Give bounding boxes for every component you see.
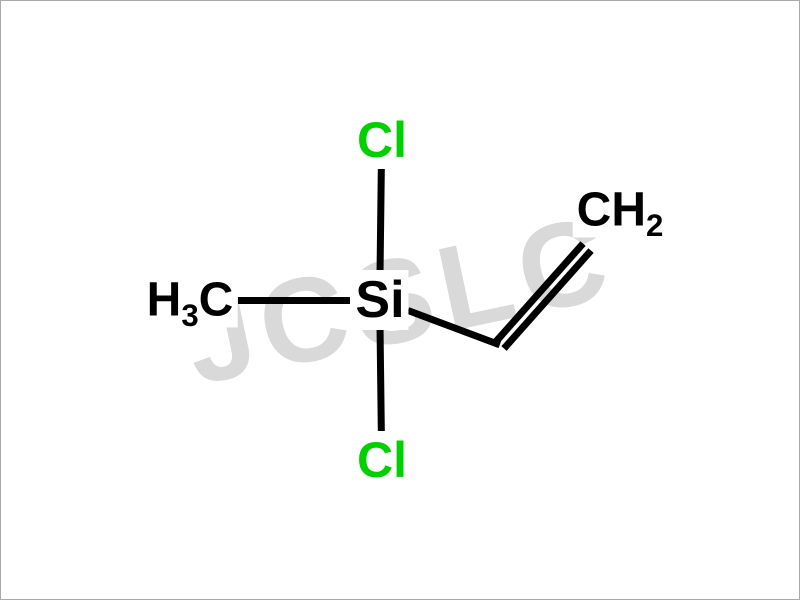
atom-ch3: H3C: [143, 273, 238, 328]
atom-si: Si: [351, 270, 408, 330]
atom-ch2: CH2: [573, 183, 668, 238]
atom-cl_bottom: Cl: [353, 431, 411, 489]
atom-cl_top: Cl: [353, 111, 411, 169]
bond-line: [238, 297, 350, 304]
